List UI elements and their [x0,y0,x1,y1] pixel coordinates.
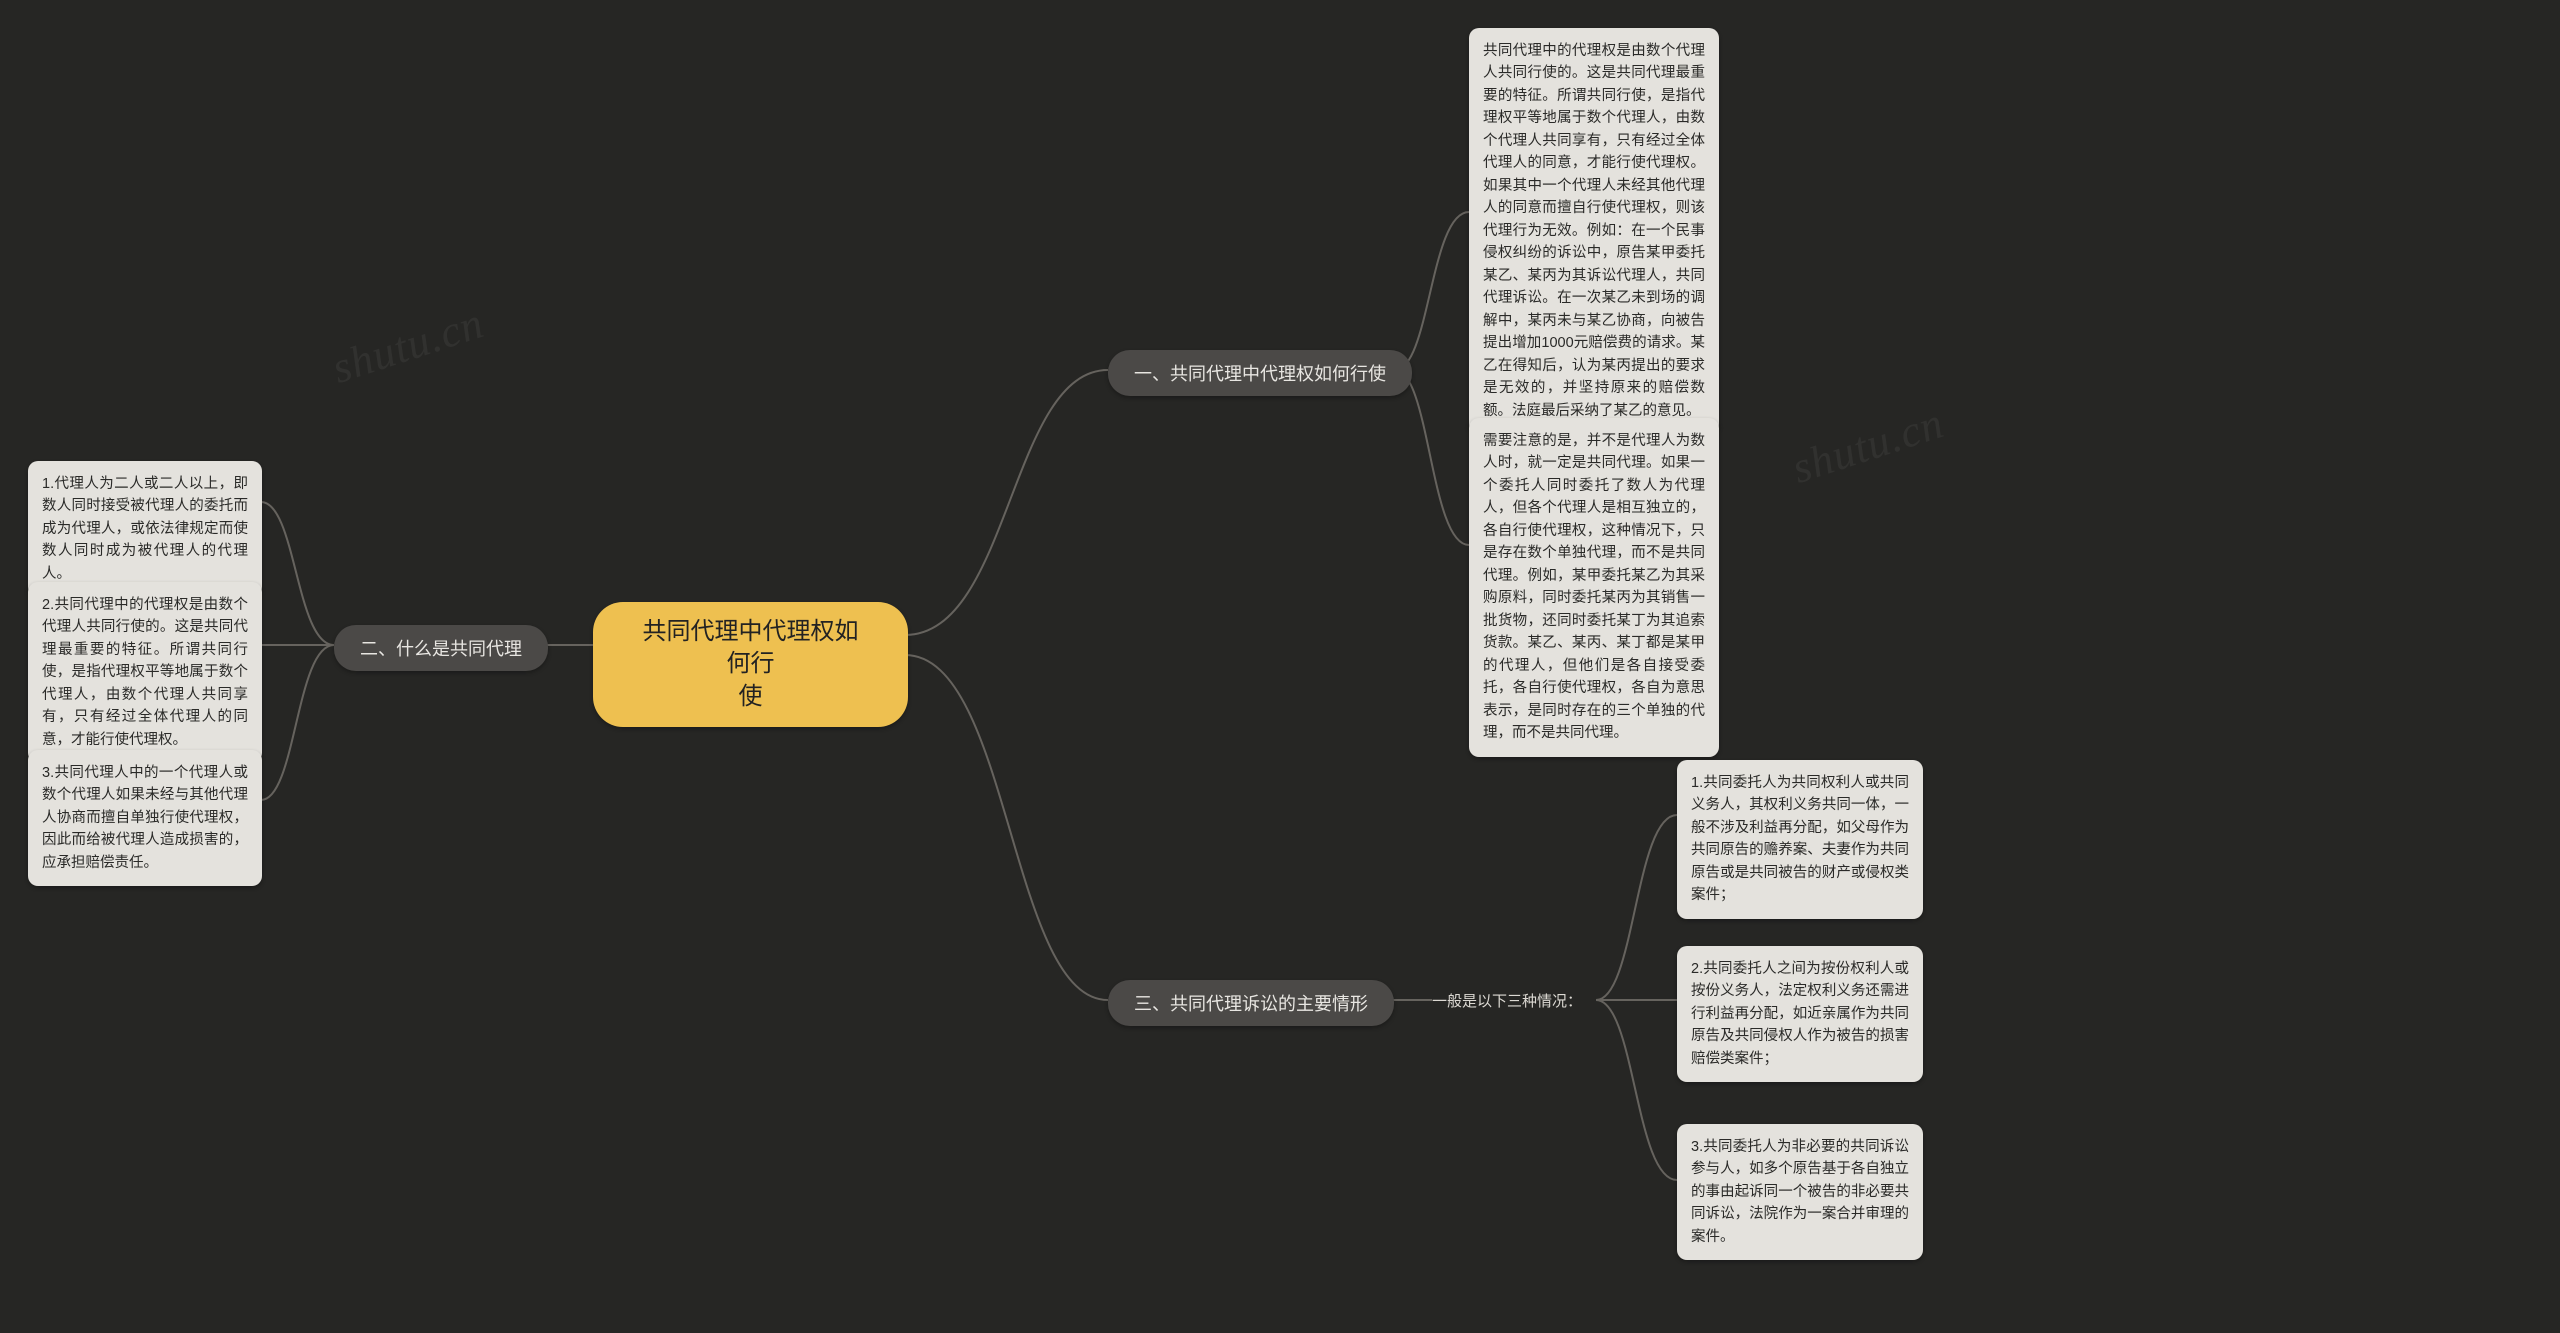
edge-center-b1 [905,370,1108,635]
branch-3-sub: 一般是以下三种情况： [1432,990,1582,1011]
edge-b1-l1 [1395,212,1469,370]
branch-1[interactable]: 一、共同代理中代理权如何行使 [1108,350,1412,396]
edge-b1-l2 [1395,370,1469,545]
branch-2[interactable]: 二、什么是共同代理 [334,625,548,671]
leaf-b3-2[interactable]: 2.共同委托人之间为按份权利人或按份义务人，法定权利义务还需进行利益再分配，如近… [1677,946,1923,1082]
center-text-line1: 共同代理中代理权如何行 [643,618,859,677]
leaf-b2-2[interactable]: 2.共同代理中的代理权是由数个代理人共同行使的。这是共同代理最重要的特征。所谓共… [28,582,262,763]
edge-sub-l3 [1596,1000,1677,1180]
leaf-b2-3[interactable]: 3.共同代理人中的一个代理人或数个代理人如果未经与其他代理人协商而擅自单独行使代… [28,750,262,886]
watermark-2: shutu.cn [1786,397,1950,494]
center-node[interactable]: 共同代理中代理权如何行 使 [593,602,908,727]
edge-center-b3 [905,655,1108,1000]
leaf-b1-1[interactable]: 共同代理中的代理权是由数个代理人共同行使的。这是共同代理最重要的特征。所谓共同行… [1469,28,1719,434]
center-text-line2: 使 [739,683,763,710]
edge-sub-l1 [1596,815,1677,1000]
leaf-b1-2[interactable]: 需要注意的是，并不是代理人为数人时，就一定是共同代理。如果一个委托人同时委托了数… [1469,418,1719,757]
leaf-b3-3[interactable]: 3.共同委托人为非必要的共同诉讼参与人，如多个原告基于各自独立的事由起诉同一个被… [1677,1124,1923,1260]
watermark-1: shutu.cn [326,297,490,394]
edge-b2-l1 [261,502,334,645]
leaf-b3-1[interactable]: 1.共同委托人为共同权利人或共同义务人，其权利义务共同一体，一般不涉及利益再分配… [1677,760,1923,919]
edge-b2-l3 [261,645,334,800]
branch-3[interactable]: 三、共同代理诉讼的主要情形 [1108,980,1394,1026]
leaf-b2-1[interactable]: 1.代理人为二人或二人以上，即数人同时接受被代理人的委托而成为代理人，或依法律规… [28,461,262,597]
